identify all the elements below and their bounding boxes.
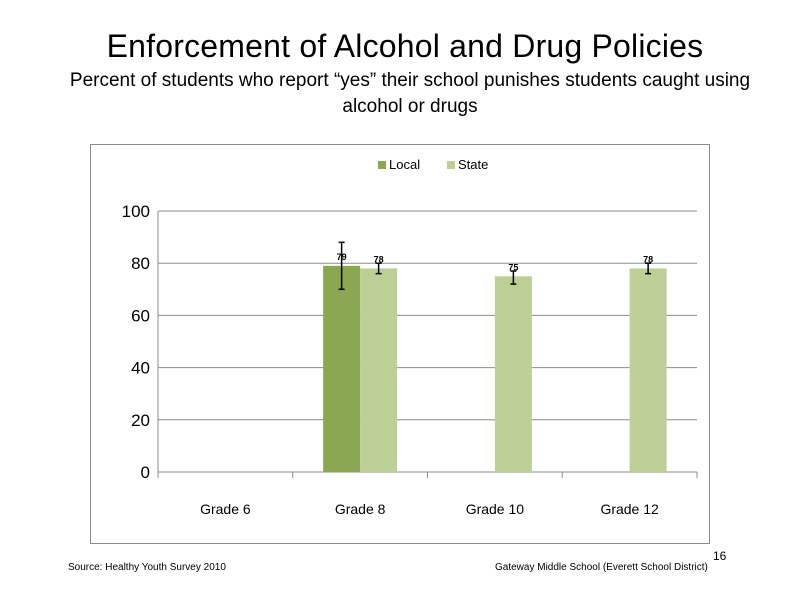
- y-tick-label: 80: [131, 254, 150, 273]
- school-name: Gateway Middle School (Everett School Di…: [495, 562, 708, 573]
- source-note: Source: Healthy Youth Survey 2010: [68, 562, 226, 573]
- data-label: 78: [374, 254, 384, 264]
- x-tick-label: Grade 6: [200, 501, 251, 517]
- chart-frame: 0 20 40 60 80 100 Grade 6 Grade 8 Grade 10 Grade …: [90, 144, 710, 544]
- y-tick-label: 100: [122, 202, 150, 221]
- bar-state-3: [629, 268, 667, 472]
- bar-chart: 0 20 40 60 80 100 Grade 6 Grade 8 Grade 10 Grade …: [122, 157, 698, 517]
- data-label: 79: [337, 252, 347, 262]
- x-tick-label: Grade 10: [466, 501, 525, 517]
- legend-label-local: Local: [389, 157, 420, 172]
- legend-swatch-local: [378, 161, 386, 169]
- y-tick-label: 0: [141, 463, 150, 482]
- bar-local-1: [323, 265, 361, 472]
- data-label: 75: [508, 262, 518, 272]
- data-label: 78: [643, 254, 653, 264]
- slide-subtitle: Percent of students who report “yes” the…: [69, 70, 751, 117]
- x-tick-label: Grade 8: [335, 501, 386, 517]
- page-number: 16: [713, 549, 727, 563]
- y-tick-label: 20: [131, 411, 150, 430]
- x-tick-label: Grade 12: [600, 501, 659, 517]
- legend-label-state: State: [458, 157, 488, 172]
- bar-state-1: [360, 268, 398, 472]
- y-tick-label: 60: [131, 306, 150, 325]
- slide-title: Enforcement of Alcohol and Drug Policies: [106, 28, 704, 64]
- bar-state-2: [494, 276, 532, 472]
- legend-swatch-state: [447, 161, 455, 169]
- y-tick-label: 40: [131, 359, 150, 378]
